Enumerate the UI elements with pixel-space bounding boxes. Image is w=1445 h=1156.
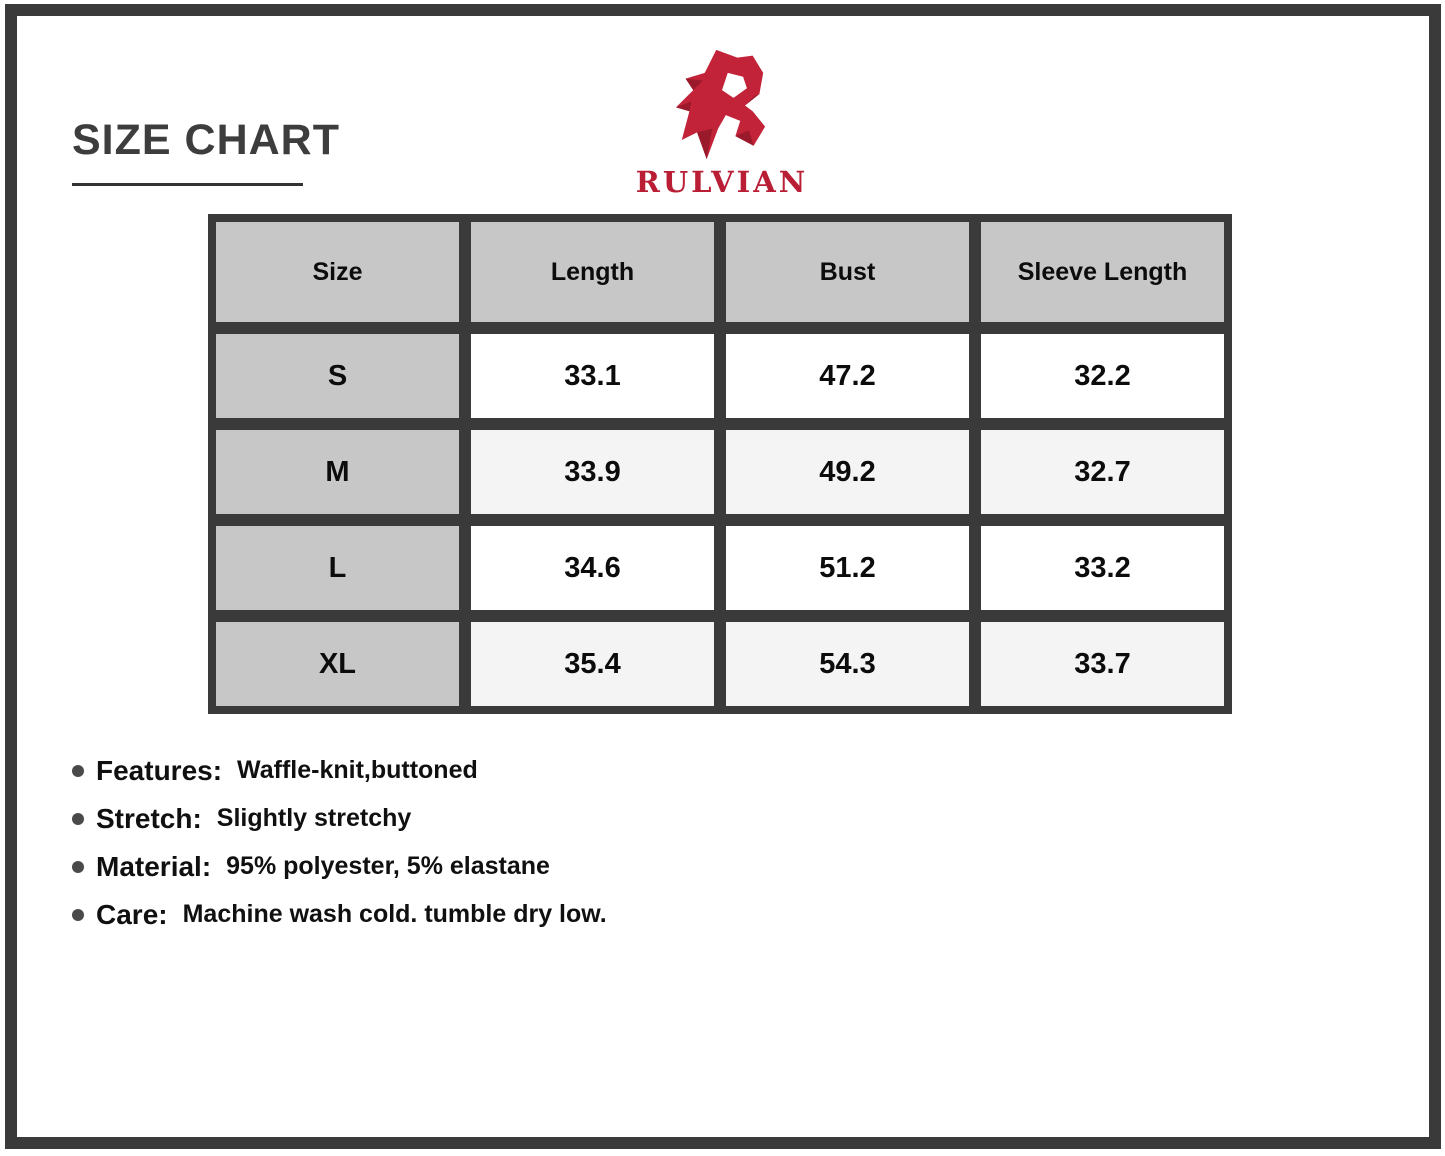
list-item: Material: 95% polyester, 5% elastane xyxy=(72,849,607,884)
table-cell-length: 33.1 xyxy=(471,334,714,418)
table-header-bust: Bust xyxy=(726,222,969,322)
table-cell-bust: 51.2 xyxy=(726,526,969,610)
table-cell-length: 33.9 xyxy=(471,430,714,514)
detail-label: Care: xyxy=(96,898,168,930)
size-chart-table: Size Length Bust Sleeve Length S 33.1 47… xyxy=(208,214,1232,714)
table-cell-bust: 47.2 xyxy=(726,334,969,418)
bullet-icon xyxy=(72,860,84,873)
table-header-length: Length xyxy=(471,222,714,322)
title-underline xyxy=(72,183,303,186)
table-cell-sleeve: 33.7 xyxy=(981,622,1224,706)
table-cell-bust: 49.2 xyxy=(726,430,969,514)
detail-value: Machine wash cold. tumble dry low. xyxy=(182,900,607,928)
product-details-list: Features: Waffle-knit,buttoned Stretch: … xyxy=(72,753,607,945)
table-cell-size: XL xyxy=(216,622,459,706)
table-cell-sleeve: 32.2 xyxy=(981,334,1224,418)
brand-name: RULVIAN xyxy=(635,165,809,199)
table-cell-length: 35.4 xyxy=(471,622,714,706)
table-cell-size: S xyxy=(216,334,459,418)
detail-value: Waffle-knit,buttoned xyxy=(237,756,478,784)
bullet-icon xyxy=(72,908,84,921)
table-cell-sleeve: 33.2 xyxy=(981,526,1224,610)
list-item: Care: Machine wash cold. tumble dry low. xyxy=(72,897,607,932)
table-cell-sleeve: 32.7 xyxy=(981,430,1224,514)
bullet-icon xyxy=(72,812,84,825)
bullet-icon xyxy=(72,764,84,777)
table-cell-bust: 54.3 xyxy=(726,622,969,706)
table-header-sleeve-length: Sleeve Length xyxy=(981,222,1224,322)
table-cell-size: L xyxy=(216,526,459,610)
table-cell-size: M xyxy=(216,430,459,514)
table-header-size: Size xyxy=(216,222,459,322)
list-item: Stretch: Slightly stretchy xyxy=(72,801,607,836)
detail-label: Stretch: xyxy=(96,802,202,834)
detail-label: Material: xyxy=(96,850,212,882)
rulvian-r-icon xyxy=(612,48,832,163)
detail-value: Slightly stretchy xyxy=(216,804,412,832)
list-item: Features: Waffle-knit,buttoned xyxy=(72,753,607,788)
detail-value: 95% polyester, 5% elastane xyxy=(226,852,550,880)
detail-label: Features: xyxy=(96,754,223,786)
page-title: SIZE CHART xyxy=(72,116,340,164)
table-cell-length: 34.6 xyxy=(471,526,714,610)
brand-logo: RULVIAN xyxy=(612,48,832,199)
